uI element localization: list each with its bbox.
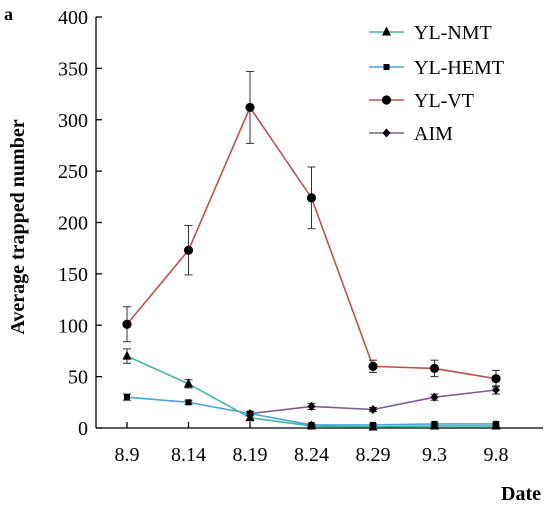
point-yl-hemt <box>493 420 499 427</box>
point-aim <box>369 405 377 415</box>
legend-marker-yl-hemt <box>383 64 390 70</box>
x-tick-label: 9.8 <box>484 444 509 466</box>
y-tick-label: 0 <box>78 418 88 440</box>
series-line-yl-nmt <box>126 355 496 428</box>
y-tick-label: 300 <box>58 110 88 132</box>
x-axis-label: Date <box>501 483 541 505</box>
point-aim <box>492 385 500 395</box>
point-yl-nmt <box>122 350 132 360</box>
point-yl-nmt <box>184 378 193 388</box>
data-markers <box>122 102 501 431</box>
x-tick-label: 8.19 <box>233 444 268 466</box>
y-tick-label: 350 <box>58 58 88 80</box>
x-tick-label: 8.14 <box>171 444 206 466</box>
x-axis-ticks: 8.9 8.14 8.19 8.24 8.29 9.3 9.8 <box>115 422 509 466</box>
point-yl-vt <box>368 361 378 371</box>
point-yl-hemt <box>185 399 192 406</box>
point-yl-vt <box>306 193 317 203</box>
y-tick-label: 250 <box>58 161 88 183</box>
legend: YL-NMT YL-HEMT YL-VT AIM <box>369 22 504 145</box>
point-yl-hemt <box>124 394 130 401</box>
legend-label-yl-vt: YL-VT <box>414 90 474 112</box>
legend-label-aim: AIM <box>414 123 453 145</box>
legend-marker-yl-vt <box>381 95 392 105</box>
point-yl-vt <box>429 363 440 374</box>
y-tick-label: 400 <box>58 7 88 29</box>
point-aim <box>430 392 439 402</box>
y-tick-label: 200 <box>58 213 88 235</box>
x-tick-label: 8.9 <box>115 444 140 466</box>
x-tick-label: 8.24 <box>294 444 329 466</box>
point-yl-vt <box>245 102 255 113</box>
series-lines <box>126 105 497 428</box>
series-line-yl-vt <box>126 105 497 380</box>
point-aim <box>307 401 316 411</box>
point-yl-hemt <box>308 421 315 428</box>
legend-marker-yl-nmt <box>382 26 391 36</box>
legend-label-yl-hemt: YL-HEMT <box>414 57 504 79</box>
x-tick-label: 8.29 <box>356 444 391 466</box>
legend-label-yl-nmt: YL-NMT <box>414 22 492 44</box>
point-yl-vt <box>122 319 132 329</box>
point-aim <box>246 409 254 419</box>
panel-label: a <box>4 4 13 24</box>
point-yl-vt <box>491 374 501 384</box>
y-tick-label: 50 <box>68 367 88 389</box>
point-yl-hemt <box>370 421 376 428</box>
y-axis-label: Average trapped number <box>7 119 29 334</box>
y-tick-label: 150 <box>58 264 88 286</box>
point-yl-vt <box>183 245 194 255</box>
point-yl-hemt <box>431 420 438 427</box>
y-tick-label: 100 <box>58 315 88 337</box>
legend-marker-aim <box>382 128 391 138</box>
y-axis-ticks: 0 50 100 150 200 250 300 350 400 <box>58 7 102 440</box>
x-tick-label: 9.3 <box>422 444 447 466</box>
